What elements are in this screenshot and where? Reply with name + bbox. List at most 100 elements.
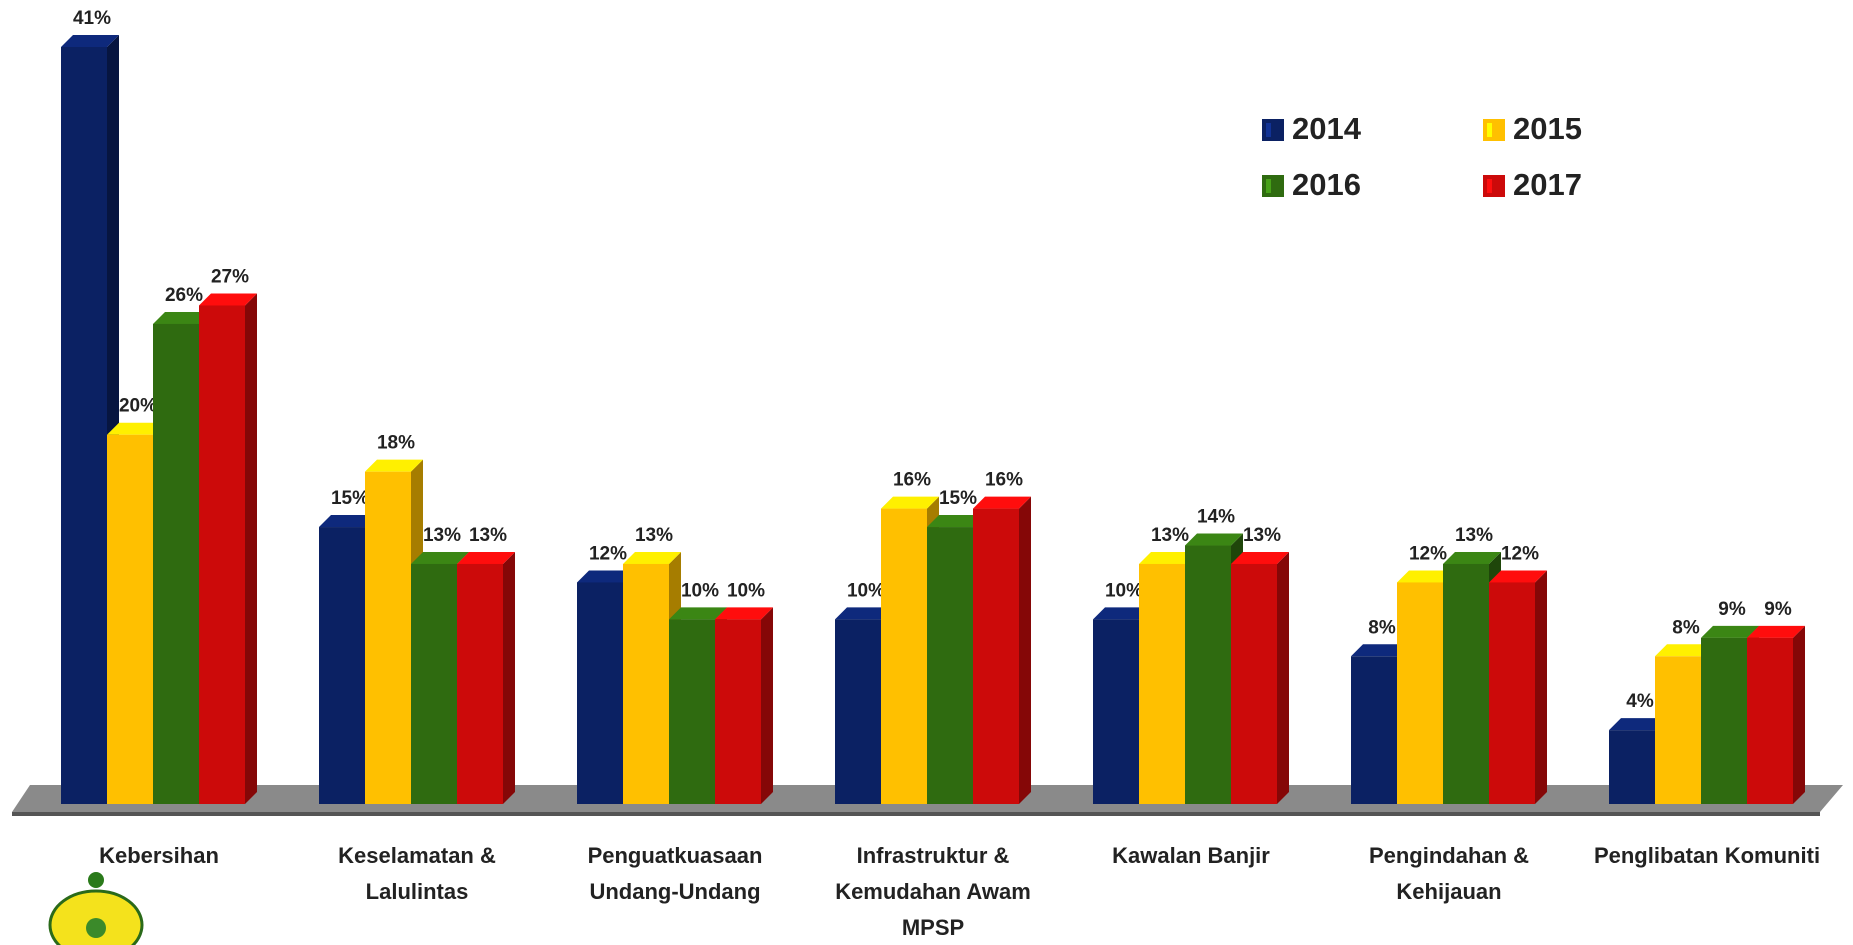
bar	[1351, 656, 1397, 804]
value-label: 9%	[1718, 599, 1746, 620]
bar-side	[1793, 625, 1805, 804]
bar-side	[1277, 551, 1289, 804]
bar	[1609, 730, 1655, 804]
value-label: 18%	[377, 433, 415, 454]
bar-top	[715, 607, 773, 620]
bar-top	[61, 35, 119, 47]
value-label: 15%	[331, 488, 369, 509]
value-label: 12%	[1501, 543, 1539, 564]
bar-top	[199, 293, 257, 306]
legend-swatch-shine	[1487, 123, 1492, 137]
bar-top	[1351, 644, 1409, 657]
bar	[715, 619, 761, 804]
bar-top	[1185, 533, 1243, 546]
bar	[623, 563, 669, 804]
bar-side	[1535, 570, 1547, 804]
value-label: 16%	[893, 470, 931, 491]
value-label: 12%	[1409, 543, 1447, 564]
logo	[48, 872, 144, 945]
bar-top	[669, 607, 727, 620]
x-tick-label: Pengindahan & Kehijauan	[1368, 843, 1530, 904]
value-label: 4%	[1626, 691, 1654, 712]
bar	[365, 471, 411, 804]
value-label: 8%	[1368, 617, 1396, 638]
value-label: 10%	[681, 580, 719, 601]
bar-top	[411, 551, 469, 564]
bar-top	[1489, 570, 1547, 583]
bar	[1489, 582, 1535, 804]
x-tick-label: Kawalan Banjir	[1112, 843, 1270, 868]
value-label: 13%	[1243, 525, 1281, 546]
bar	[881, 508, 927, 804]
legend-swatch	[1262, 175, 1284, 197]
bar-top	[1747, 625, 1805, 638]
x-tick-label: Penglibatan Komuniti	[1593, 843, 1821, 868]
bar-top	[1139, 551, 1197, 564]
bar-top	[1231, 551, 1289, 564]
bar	[1443, 563, 1489, 804]
bar	[1231, 563, 1277, 804]
bar-top	[153, 311, 211, 324]
bar	[107, 434, 153, 804]
bar	[1701, 637, 1747, 804]
bar-top	[319, 515, 377, 528]
x-tick-label: Kebersihan	[99, 843, 219, 868]
bar	[1655, 656, 1701, 804]
bar-top	[365, 459, 423, 472]
legend-item: 2015	[1513, 111, 1582, 146]
value-label: 27%	[211, 267, 249, 288]
bar	[319, 527, 365, 804]
bar-top	[927, 515, 985, 528]
value-label: 12%	[589, 543, 627, 564]
bar	[411, 563, 457, 804]
legend-swatch	[1262, 119, 1284, 141]
bar-top	[835, 607, 893, 620]
bar-top	[577, 570, 635, 583]
bar-side	[245, 293, 257, 804]
value-label: 20%	[119, 396, 157, 417]
bar-top	[1397, 570, 1455, 583]
legend-swatch-shine	[1487, 179, 1492, 193]
bar	[199, 305, 245, 804]
value-label: 13%	[1455, 525, 1493, 546]
bar	[927, 527, 973, 804]
value-label: 16%	[985, 470, 1023, 491]
value-label: 13%	[635, 525, 673, 546]
bar-top	[1609, 718, 1667, 731]
legend-item: 2017	[1513, 167, 1582, 202]
bar-top	[1655, 644, 1713, 657]
value-label: 41%	[73, 8, 111, 29]
legend-swatch	[1483, 119, 1505, 141]
x-tick-label: Penguatkuasaan Undang-Undang	[587, 843, 763, 904]
bar	[973, 508, 1019, 804]
bar-top	[107, 422, 165, 435]
value-label: 10%	[847, 580, 885, 601]
value-label: 14%	[1197, 507, 1235, 528]
bar	[1185, 545, 1231, 804]
legend-item: 2014	[1292, 111, 1362, 146]
value-label: 13%	[469, 525, 507, 546]
bar-top	[1093, 607, 1151, 620]
bar	[457, 563, 503, 804]
bar	[1397, 582, 1443, 804]
value-label: 10%	[1105, 580, 1143, 601]
bar-top	[973, 496, 1031, 509]
bar	[835, 619, 881, 804]
value-label: 26%	[165, 285, 203, 306]
x-tick-label: Keselamatan & Lalulintas	[338, 843, 496, 904]
bar	[669, 619, 715, 804]
floor-edge	[12, 812, 1820, 816]
bar-top	[1443, 551, 1501, 564]
bar-side	[761, 607, 773, 804]
value-label: 15%	[939, 488, 977, 509]
bar-side	[1019, 496, 1031, 804]
bar	[1139, 563, 1185, 804]
legend-swatch	[1483, 175, 1505, 197]
bar	[153, 323, 199, 804]
bar	[577, 582, 623, 804]
legend-swatch-shine	[1266, 179, 1271, 193]
bar-top	[881, 496, 939, 509]
bar-side	[503, 551, 515, 804]
